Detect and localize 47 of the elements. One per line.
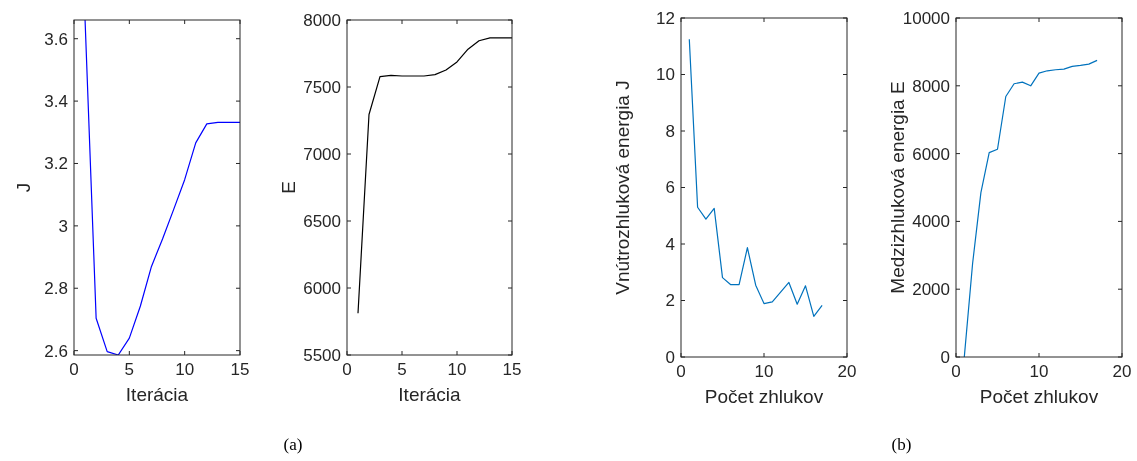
y-tick-label: 7500 — [303, 77, 341, 97]
y-tick-label: 3 — [58, 216, 68, 236]
text: (b) — [891, 435, 912, 454]
y-tick-label: 2000 — [912, 280, 950, 300]
x-tick-label: 10 — [175, 360, 195, 379]
line-series — [963, 59, 1098, 357]
x-axis-title: Počet zhlukov — [704, 386, 824, 407]
y-tick-label: 6000 — [912, 144, 950, 164]
y-tick-label: 10 — [656, 65, 675, 85]
y-tick-label: 6 — [665, 178, 675, 198]
y-tick-label: 4000 — [912, 212, 950, 232]
y-tick-label: 2.8 — [44, 279, 68, 299]
x-axis-title: Počet zhlukov — [979, 386, 1099, 407]
y-axis-title: E — [278, 181, 299, 194]
y-axis-title: Medzizhluková energia E — [887, 81, 908, 294]
y-tick-label: 3.6 — [44, 29, 68, 49]
y-tick-label: 2 — [665, 291, 675, 311]
x-tick-label: 10 — [754, 362, 774, 381]
x-tick-label: 20 — [1112, 362, 1132, 381]
y-tick-label: 6500 — [303, 211, 341, 231]
x-tick-label: 10 — [447, 360, 467, 379]
y-tick-label: 8000 — [303, 10, 341, 30]
y-tick-label: 8000 — [912, 76, 950, 96]
y-tick-label: 4 — [665, 234, 675, 254]
y-tick-label: 7000 — [303, 144, 341, 164]
x-tick-label: 15 — [502, 360, 522, 379]
x-tick-label: 20 — [837, 362, 857, 381]
x-axis-title: Iterácia — [398, 384, 462, 405]
y-tick-label: 10000 — [902, 8, 950, 28]
x-tick-label: 10 — [1029, 362, 1049, 381]
x-tick-label: 5 — [397, 360, 407, 379]
x-axis-title: Iterácia — [125, 384, 189, 405]
y-axis-title: J — [13, 182, 34, 193]
y-tick-label: 5500 — [303, 345, 341, 365]
y-tick-label: 12 — [656, 8, 675, 28]
line-series — [357, 37, 512, 314]
y-tick-label: 6000 — [303, 278, 341, 298]
y-tick-label: 8 — [665, 121, 675, 141]
line-series — [84, 20, 240, 355]
text: (a) — [283, 435, 303, 454]
x-tick-label: 5 — [124, 360, 135, 379]
y-axis-title: Vnútrozhluková energia J — [612, 80, 633, 295]
y-tick-label: 2.6 — [44, 341, 68, 361]
y-tick-label: 3.4 — [44, 92, 68, 112]
line-series — [688, 38, 823, 317]
x-tick-label: 15 — [230, 360, 250, 379]
y-tick-label: 3.2 — [44, 154, 68, 174]
